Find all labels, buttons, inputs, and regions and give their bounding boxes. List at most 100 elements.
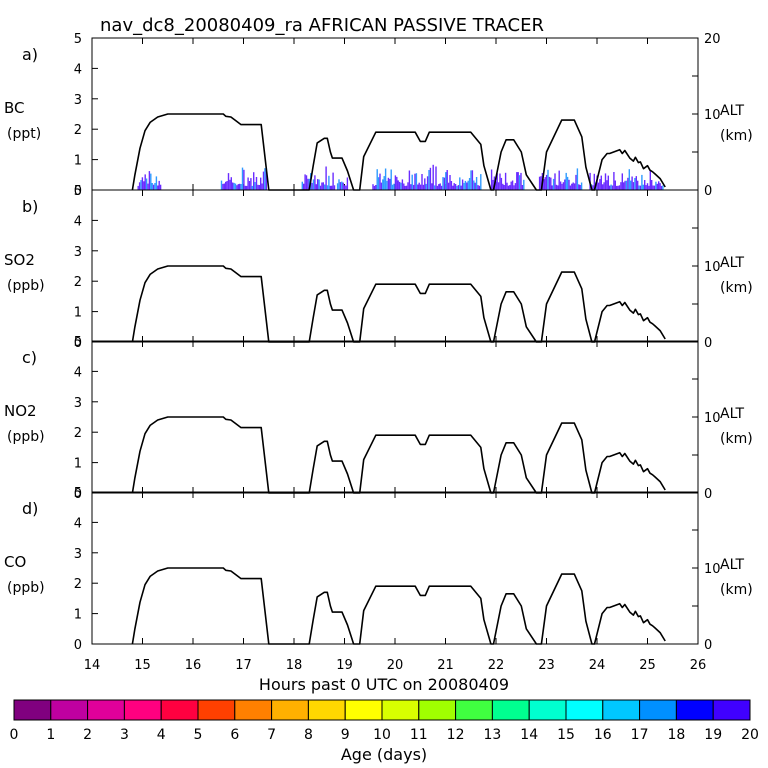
- tracer-bar: [578, 184, 580, 190]
- colorbar-tick-label: 8: [304, 727, 313, 743]
- tracer-bar: [225, 181, 227, 190]
- colorbar-tick-label: 20: [741, 727, 759, 743]
- tracer-bar: [157, 185, 159, 190]
- tracer-bar: [499, 173, 501, 190]
- altitude-line: [131, 567, 666, 645]
- tracer-bar: [307, 178, 309, 190]
- tracer-bar: [463, 182, 465, 190]
- tracer-bar: [380, 182, 383, 190]
- tracer-bar: [152, 184, 155, 190]
- tracer-bar: [415, 173, 418, 190]
- unit-label: (ppb): [7, 429, 45, 445]
- tracer-bar: [506, 182, 508, 190]
- right-axis-label: ALT: [720, 103, 744, 119]
- tracer-bar: [339, 182, 342, 190]
- tracer-bar: [418, 182, 420, 190]
- tracer-bar: [154, 183, 156, 190]
- right-tick-label-top: 20: [704, 32, 721, 47]
- colorbar-tick-label: 17: [631, 727, 649, 743]
- x-tick-label: 24: [589, 658, 606, 673]
- left-tick-label: 4: [74, 365, 82, 380]
- unit-label: (ppb): [7, 278, 45, 294]
- tracer-bar: [321, 182, 323, 190]
- tracer-bar: [382, 179, 384, 190]
- tracer-bar: [575, 174, 577, 190]
- tracer-bar: [326, 185, 329, 190]
- tracer-bar: [417, 184, 419, 190]
- tracer-bar: [576, 168, 579, 190]
- tracer-bar: [428, 170, 430, 190]
- colorbar-label: Age (days): [341, 745, 427, 764]
- tracer-bar: [393, 183, 395, 190]
- tracer-bar: [308, 178, 310, 190]
- tracer-bar: [624, 180, 626, 190]
- tracer-bar: [464, 180, 467, 190]
- left-tick-label: 4: [74, 516, 82, 531]
- tracer-bar: [314, 175, 316, 190]
- colorbar-tick-label: 11: [410, 727, 428, 743]
- tracer-bar: [566, 176, 569, 190]
- colorbar-swatch: [307, 699, 346, 721]
- tracer-bar: [255, 177, 258, 190]
- tracer-bar: [538, 176, 541, 190]
- tracer-bar: [453, 183, 455, 190]
- left-tick-label: 2: [74, 577, 82, 592]
- tracer-bar: [372, 184, 374, 190]
- tracer-bar: [159, 184, 162, 190]
- tracer-bar: [319, 185, 322, 190]
- tracer-bar: [507, 185, 510, 190]
- tracer-bar: [253, 172, 255, 190]
- tracer-bar: [616, 185, 618, 190]
- x-tick-label: 20: [387, 658, 404, 673]
- tracer-bar: [641, 174, 643, 190]
- tracer-bar: [247, 177, 249, 190]
- tracer-bar: [384, 168, 387, 190]
- tracer-bar: [628, 169, 630, 190]
- tracer-bar: [592, 185, 594, 190]
- tracer-bar: [442, 177, 444, 190]
- tracer-bar: [264, 168, 266, 190]
- tracer-bar: [610, 184, 612, 190]
- tracer-bar: [613, 172, 615, 190]
- tracer-bar: [495, 181, 497, 190]
- tracer-bar: [408, 170, 411, 190]
- tracer-bar: [655, 181, 657, 190]
- colorbar-tick-label: 2: [83, 727, 92, 743]
- colorbar-tick-label: 10: [373, 727, 391, 743]
- left-tick-label: 0: [74, 184, 82, 199]
- left-tick-label: 1: [74, 457, 82, 472]
- tracer-bar: [260, 177, 262, 190]
- tracer-bar: [232, 182, 234, 190]
- tracer-bar: [564, 179, 566, 190]
- tracer-bar: [638, 185, 640, 190]
- tracer-bar: [511, 180, 514, 190]
- tracer-bar: [609, 185, 611, 190]
- tracer-bar: [243, 169, 245, 190]
- colorbar-swatch: [381, 699, 420, 721]
- tracer-bar: [438, 184, 440, 190]
- right-tick-label-mid: 10: [704, 411, 721, 426]
- tracer-bar: [404, 185, 406, 190]
- tracer-bar: [389, 178, 391, 190]
- left-tick-label: 4: [74, 62, 82, 77]
- tracer-bar: [497, 182, 500, 190]
- tracer-bar: [431, 183, 433, 190]
- tracer-bar: [412, 184, 415, 190]
- left-tick-label: 1: [74, 306, 82, 321]
- tracer-bar: [317, 179, 319, 190]
- tracer-bar: [220, 180, 223, 190]
- tracer-bar: [449, 175, 451, 190]
- tracer-bar: [467, 180, 469, 190]
- tracer-bar: [621, 173, 623, 190]
- tracer-bar: [248, 181, 251, 190]
- tracer-bar: [659, 183, 661, 190]
- tracer-bar: [346, 177, 349, 190]
- tracer-bar: [265, 168, 267, 190]
- tracer-bar: [660, 185, 663, 190]
- colorbar-tick-label: 0: [10, 727, 19, 743]
- tracer-bar: [240, 184, 242, 190]
- tracer-bar: [227, 173, 230, 190]
- tracer-bar: [466, 182, 468, 190]
- colorbar-tick-label: 1: [46, 727, 55, 743]
